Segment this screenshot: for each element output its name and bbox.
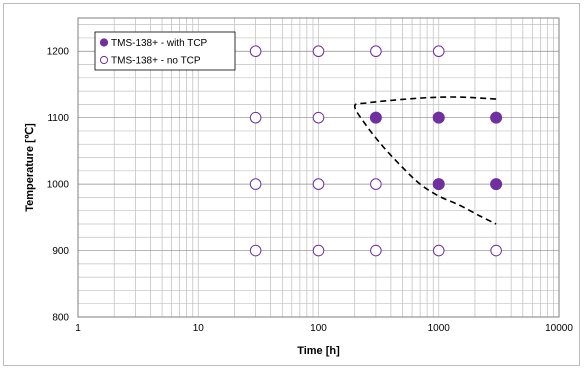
- legend: TMS-138+ - with TCP TMS-138+ - no TCP: [94, 31, 236, 71]
- data-point-no-tcp: [370, 244, 382, 257]
- y-tick-label: 900: [52, 246, 69, 257]
- y-axis-title: Temperature [℃]: [24, 123, 36, 212]
- data-point-no-tcp: [312, 244, 325, 257]
- legend-box: [94, 31, 236, 71]
- data-point-no-tcp: [249, 111, 262, 124]
- legend-marker-no-tcp: [99, 55, 109, 65]
- tick-labels: 1 10 100 1000 10000 800 900 1000 1100 1200: [47, 47, 574, 334]
- plot-border: [77, 17, 560, 318]
- data-point-no-tcp: [490, 244, 502, 257]
- data-point-no-tcp: [370, 45, 382, 58]
- data-point-no-tcp: [249, 45, 262, 58]
- x-tick-label: 10000: [545, 323, 573, 334]
- y-tick-label: 800: [52, 313, 69, 324]
- x-tick-label: 1000: [428, 323, 451, 334]
- legend-label-no-tcp: TMS-138+ - no TCP: [111, 56, 201, 67]
- points-layer: [249, 45, 503, 257]
- data-point-no-tcp: [312, 45, 325, 58]
- y-tick-label: 1200: [47, 47, 70, 58]
- legend-label-with-tcp: TMS-138+ - with TCP: [111, 38, 208, 49]
- data-point-no-tcp: [312, 178, 325, 190]
- data-point-with-tcp: [432, 111, 445, 124]
- data-point-with-tcp: [369, 111, 382, 124]
- data-point-with-tcp: [490, 111, 503, 124]
- y-tick-label: 1000: [47, 180, 70, 191]
- x-tick-label: 10: [193, 323, 205, 334]
- data-point-with-tcp: [490, 178, 503, 191]
- legend-marker-with-tcp: [99, 38, 109, 47]
- x-tick-label: 100: [310, 323, 327, 334]
- data-point-no-tcp: [370, 178, 382, 190]
- x-tick-label: 1: [75, 323, 81, 334]
- data-point-no-tcp: [249, 244, 262, 257]
- data-point-with-tcp: [432, 178, 445, 191]
- data-point-no-tcp: [432, 45, 445, 58]
- data-point-no-tcp: [249, 178, 262, 190]
- annotation-curve-layer: [353, 96, 497, 225]
- data-point-no-tcp: [312, 111, 325, 124]
- data-point-no-tcp: [432, 244, 445, 257]
- tcp-boundary-curve: [353, 96, 497, 225]
- y-tick-label: 1100: [47, 113, 69, 124]
- x-axis-title: Time [h]: [297, 345, 340, 357]
